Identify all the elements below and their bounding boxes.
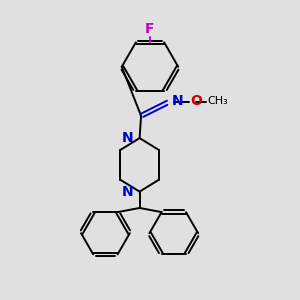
Text: N: N xyxy=(122,184,133,199)
Text: CH₃: CH₃ xyxy=(207,96,228,106)
Text: O: O xyxy=(190,94,202,108)
Text: N: N xyxy=(122,131,133,145)
Text: N: N xyxy=(171,94,183,108)
Text: F: F xyxy=(145,22,155,36)
